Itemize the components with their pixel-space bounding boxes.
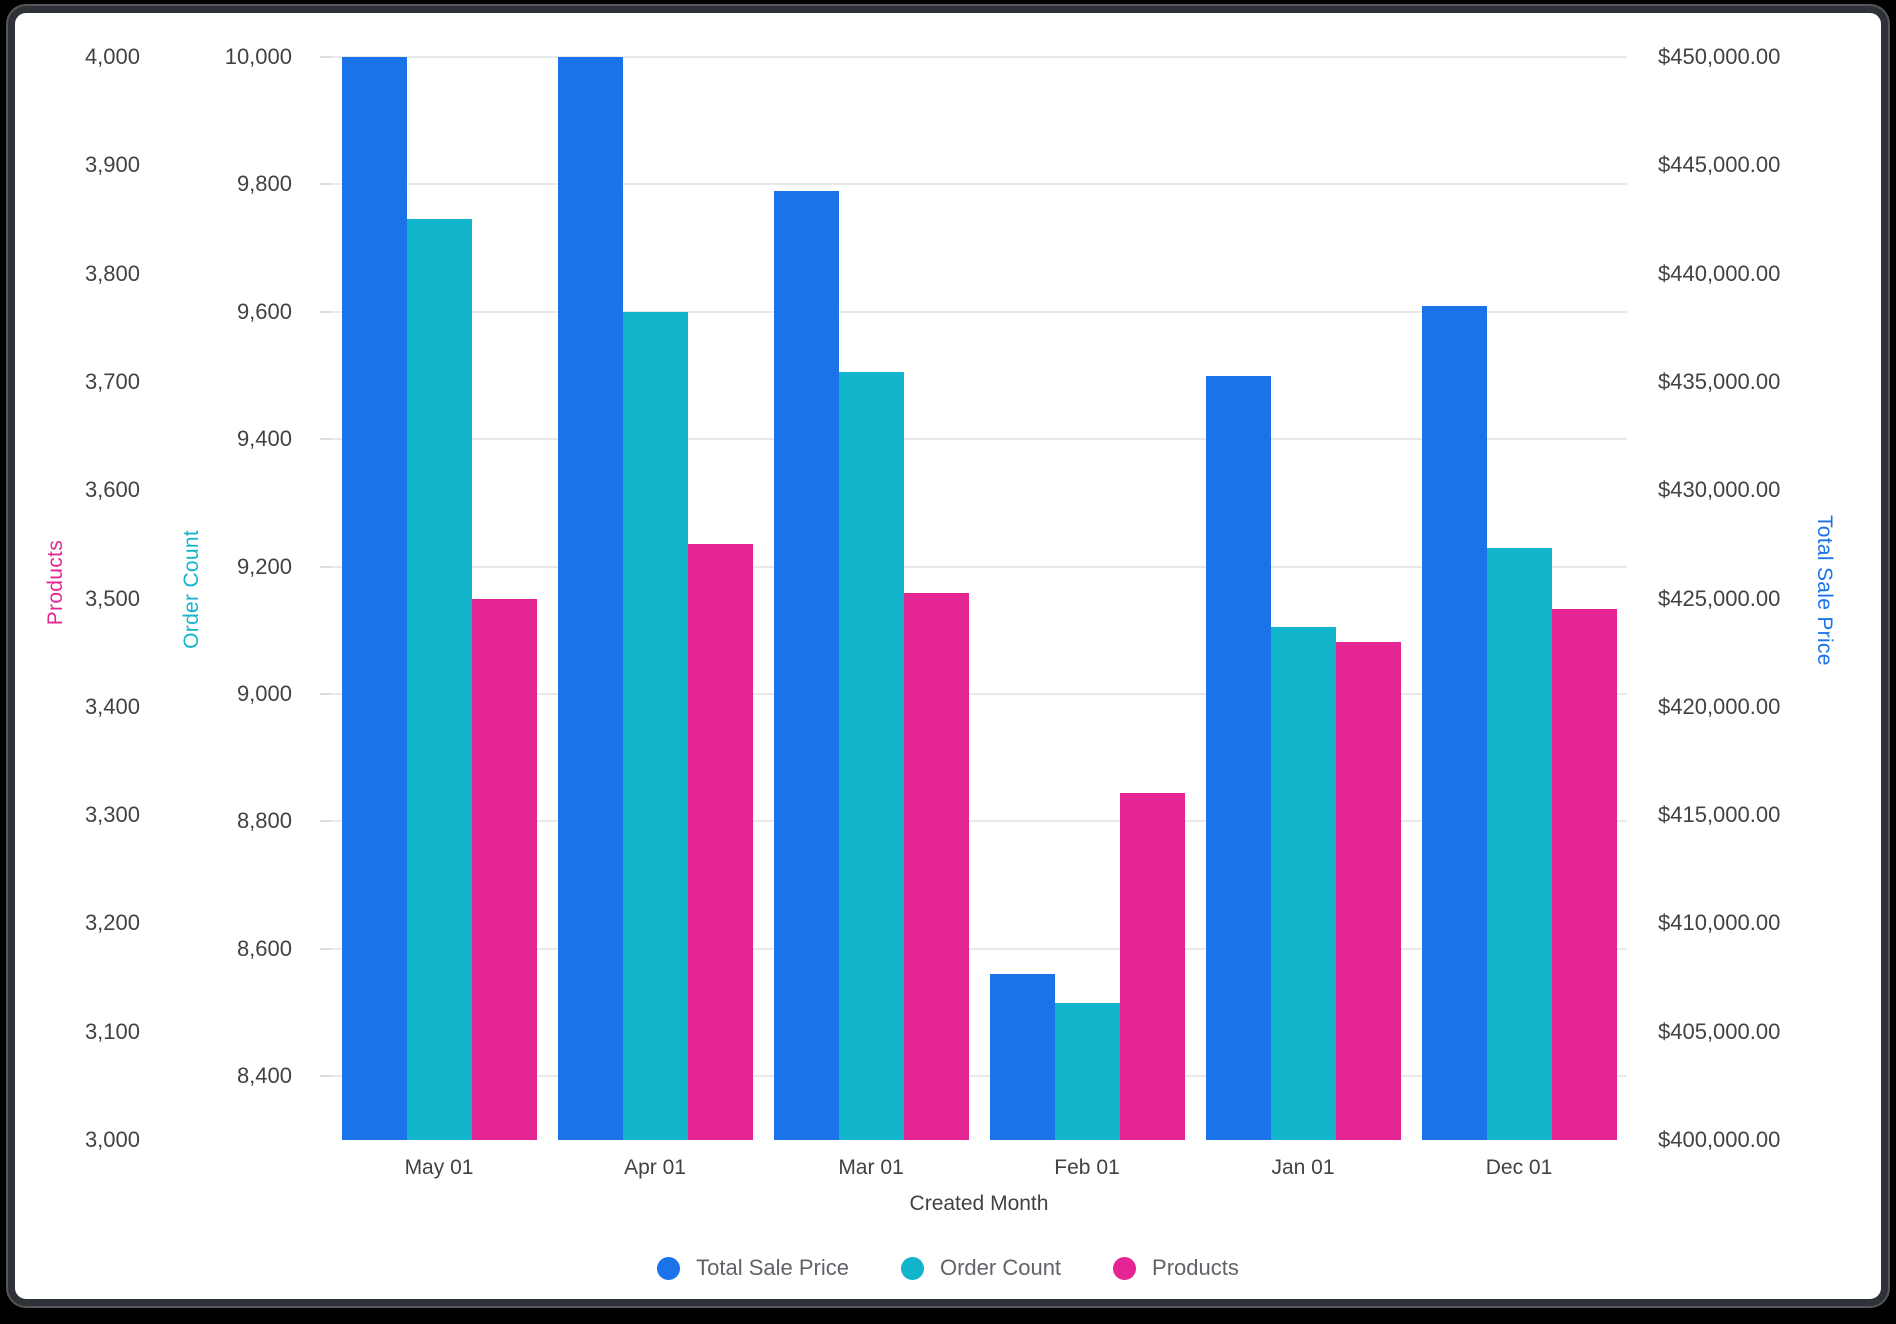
bar-products-apr-01[interactable] (687, 544, 753, 1140)
bar-products-mar-01[interactable] (903, 593, 969, 1140)
bar-order-count-apr-01[interactable] (622, 311, 688, 1140)
x-category-label: May 01 (404, 1156, 474, 1179)
products-tick-label: 3,700 (84, 368, 140, 394)
x-category-label: Dec 01 (1485, 1156, 1553, 1179)
legend-color-dot (900, 1256, 924, 1280)
legend-label: Total Sale Price (696, 1255, 849, 1280)
products-tick-label: 3,800 (84, 260, 140, 286)
bar-total-sale-price-may-01[interactable] (341, 57, 407, 1140)
axis-tick-mark (320, 565, 331, 568)
total-sale-price-axis-title: Total Sale Price (1813, 515, 1836, 666)
total-sale-price-tick-label: $450,000.00 (1658, 44, 1781, 69)
legend-color-dot (1113, 1256, 1137, 1280)
total-sale-price-tick-label: $415,000.00 (1658, 802, 1781, 828)
order-count-tick-label: 10,000 (224, 44, 292, 69)
axis-tick-mark (320, 1075, 331, 1078)
gridline (331, 56, 1627, 58)
gridline (331, 820, 1627, 823)
products-tick-label: 3,300 (84, 802, 140, 828)
products-axis-title: Products (44, 540, 67, 626)
total-sale-price-tick-label: $405,000.00 (1658, 1018, 1781, 1044)
x-category-label: Mar 01 (838, 1156, 904, 1179)
order-count-tick-label: 8,600 (236, 935, 292, 961)
axis-tick-mark (320, 310, 331, 313)
total-sale-price-tick-label: $425,000.00 (1658, 585, 1781, 611)
total-sale-price-tick-label: $410,000.00 (1658, 910, 1781, 936)
gridline (331, 310, 1627, 313)
order-count-tick-label: 8,800 (236, 808, 292, 834)
legend-label: Order Count (939, 1255, 1062, 1280)
bar-products-may-01[interactable] (471, 598, 537, 1140)
bar-order-count-feb-01[interactable] (1054, 1003, 1120, 1140)
total-sale-price-tick-label: $420,000.00 (1658, 693, 1781, 719)
bar-total-sale-price-jan-01[interactable] (1205, 376, 1271, 1140)
order-count-tick-label: 8,400 (236, 1063, 292, 1089)
axis-tick-mark (320, 438, 331, 441)
chart-legend: Total Sale Price Order Count Products (0, 1246, 1896, 1290)
products-tick-label: 3,900 (84, 152, 140, 178)
legend-item-products[interactable]: Products (1113, 1255, 1239, 1281)
gridline (331, 438, 1627, 441)
products-tick-label: 3,100 (84, 1018, 140, 1044)
axis-tick-mark (320, 183, 331, 186)
products-tick-label: 3,000 (84, 1127, 140, 1152)
bar-products-dec-01[interactable] (1551, 609, 1617, 1140)
gridline (331, 1075, 1627, 1078)
x-axis-title: Created Month (909, 1192, 1049, 1215)
products-tick-label: 4,000 (84, 44, 140, 69)
legend-item-order-count[interactable]: Order Count (900, 1255, 1062, 1281)
bar-order-count-mar-01[interactable] (838, 372, 904, 1140)
bar-order-count-jan-01[interactable] (1270, 627, 1336, 1140)
order-count-tick-label: 9,400 (236, 426, 292, 452)
total-sale-price-tick-label: $445,000.00 (1658, 152, 1781, 178)
bar-total-sale-price-feb-01[interactable] (989, 974, 1055, 1140)
legend-color-dot (657, 1256, 681, 1280)
order-count-tick-label: 9,800 (236, 171, 292, 197)
total-sale-price-tick-label: $440,000.00 (1658, 260, 1781, 286)
bar-products-feb-01[interactable] (1119, 793, 1185, 1140)
gridline (331, 565, 1627, 568)
total-sale-price-tick-label: $435,000.00 (1658, 368, 1781, 394)
x-category-label: Feb 01 (1054, 1156, 1120, 1179)
axis-tick-mark (320, 56, 331, 58)
legend-label: Products (1152, 1255, 1239, 1280)
total-sale-price-tick-label: $400,000.00 (1658, 1127, 1781, 1152)
bar-order-count-may-01[interactable] (406, 219, 472, 1140)
products-tick-label: 3,200 (84, 910, 140, 936)
order-count-axis-title: Order Count (180, 530, 203, 649)
axis-tick-mark (320, 820, 331, 823)
order-count-tick-label: 9,000 (236, 681, 292, 707)
x-category-label: Apr 01 (624, 1156, 686, 1179)
bar-order-count-dec-01[interactable] (1486, 547, 1552, 1140)
bar-total-sale-price-mar-01[interactable] (773, 191, 839, 1140)
bar-products-jan-01[interactable] (1335, 641, 1401, 1140)
products-tick-label: 3,600 (84, 477, 140, 503)
products-tick-label: 3,400 (84, 693, 140, 719)
bar-total-sale-price-apr-01[interactable] (557, 57, 623, 1140)
gridline (331, 183, 1627, 186)
gridline (331, 947, 1627, 950)
total-sale-price-tick-label: $430,000.00 (1658, 477, 1781, 503)
axis-tick-mark (320, 947, 331, 950)
products-tick-label: 3,500 (84, 585, 140, 611)
gridline (331, 693, 1627, 696)
bar-total-sale-price-dec-01[interactable] (1421, 306, 1487, 1140)
order-count-tick-label: 9,600 (236, 298, 292, 324)
legend-item-total-sale-price[interactable]: Total Sale Price (657, 1255, 849, 1281)
x-category-label: Jan 01 (1271, 1156, 1335, 1179)
order-count-tick-label: 9,200 (236, 553, 292, 579)
axis-tick-mark (320, 693, 331, 696)
